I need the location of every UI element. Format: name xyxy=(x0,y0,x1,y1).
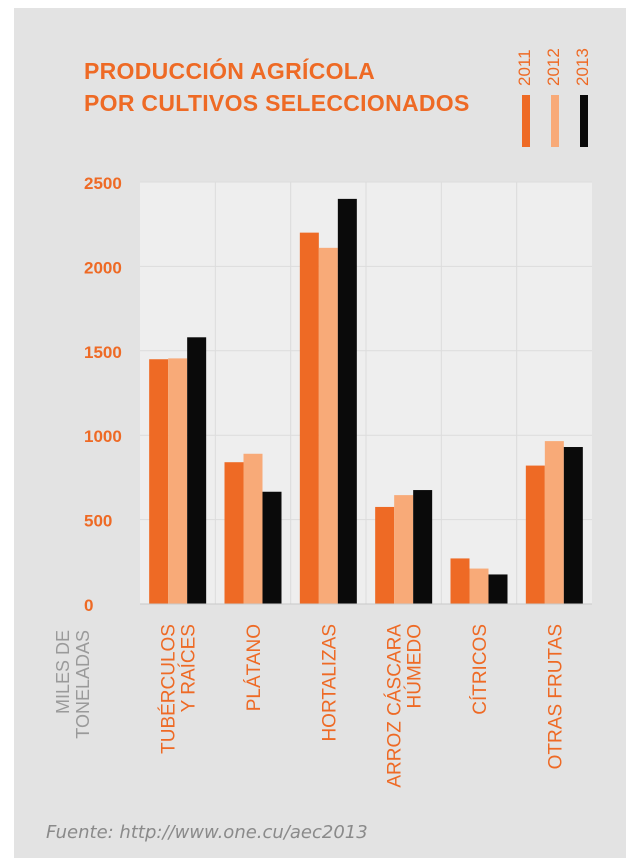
legend-swatch-2011 xyxy=(522,95,530,147)
bar-2012-1 xyxy=(243,453,263,604)
y-tick-label: 2500 xyxy=(84,174,122,193)
bar-2013-0 xyxy=(187,337,207,604)
legend-swatch-2012 xyxy=(551,95,559,147)
bar-chart: 0 500 1000 1500 2000 2500 TUBÉRCULOS Y RAÍCES PL… xyxy=(53,48,592,788)
bar-2013-2 xyxy=(337,198,357,604)
chart-panel: PRODUCCIÓN AGRÍCOLA POR CULTIVOS SELECCI… xyxy=(14,8,626,858)
bar-2012-2 xyxy=(318,247,338,604)
y-tick-label: 2000 xyxy=(84,258,122,277)
x-category-label: HORTALIZAS xyxy=(319,624,340,742)
x-category-label: ARROZ CÁSCARA xyxy=(385,624,406,788)
x-category-label: CÍTRICOS xyxy=(470,624,491,715)
bar-2011-1 xyxy=(224,462,244,604)
bar-2011-3 xyxy=(375,506,395,604)
bar-2013-3 xyxy=(413,490,433,604)
y-tick-label: 1500 xyxy=(84,343,122,362)
x-category-label: Y RAÍCES xyxy=(179,624,200,712)
y-tick-label: 1000 xyxy=(84,427,122,446)
bar-2011-0 xyxy=(149,359,169,604)
chart-title-line-1: PRODUCCIÓN AGRÍCOLA xyxy=(84,58,376,84)
bar-2012-0 xyxy=(168,358,188,604)
legend-label-2011: 2011 xyxy=(515,49,534,86)
bar-2012-4 xyxy=(469,568,489,604)
chart-title-line-2: POR CULTIVOS SELECCIONADOS xyxy=(84,90,470,116)
y-axis-label: TONELADAS xyxy=(73,630,93,739)
x-category-label: OTRAS FRUTAS xyxy=(545,624,566,769)
bar-2012-3 xyxy=(394,495,414,604)
x-category-label: PLÁTANO xyxy=(244,624,265,711)
legend-label-2012: 2012 xyxy=(544,48,563,86)
x-category-label: TUBÉRCULOS xyxy=(159,624,180,754)
bar-2011-2 xyxy=(299,232,319,604)
legend-label-2013: 2013 xyxy=(573,48,592,86)
bar-2013-1 xyxy=(262,491,282,604)
x-category-label: HÚMEDO xyxy=(404,624,426,708)
y-tick-label: 0 xyxy=(84,596,93,615)
source-note: Fuente: http://www.one.cu/aec2013 xyxy=(46,822,368,843)
bar-2013-5 xyxy=(563,447,583,604)
y-axis-label: MILES DE xyxy=(53,630,73,714)
y-tick-label: 500 xyxy=(84,512,112,531)
bar-2011-5 xyxy=(525,465,545,604)
bar-2012-5 xyxy=(544,441,564,604)
legend-swatch-2013 xyxy=(580,95,588,147)
bar-2011-4 xyxy=(450,558,470,604)
bar-2013-4 xyxy=(488,574,508,604)
